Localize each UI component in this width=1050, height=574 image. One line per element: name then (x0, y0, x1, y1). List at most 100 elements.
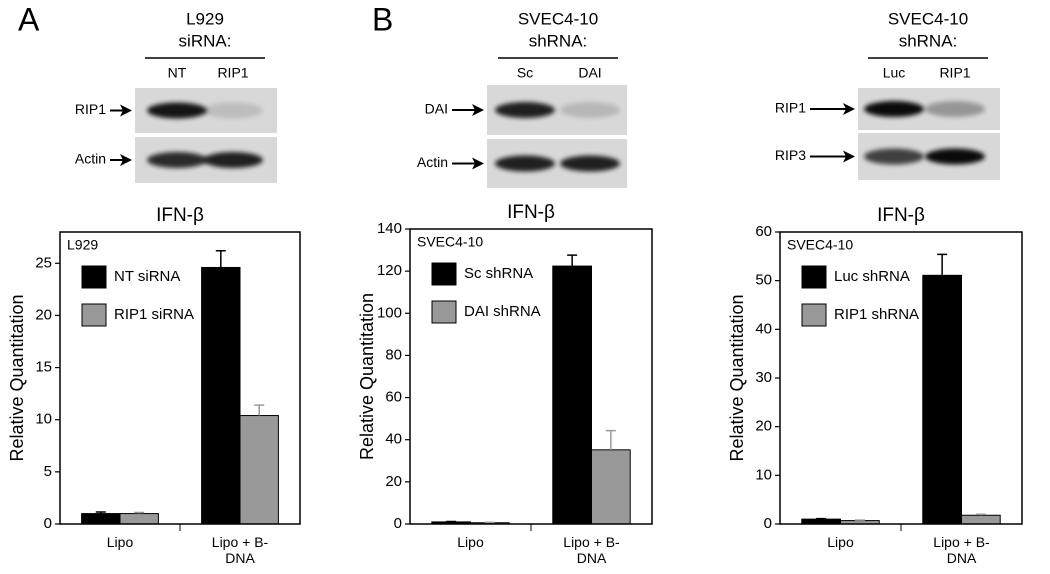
plot-frame (779, 231, 1023, 525)
blot-row-label: RIP1 (775, 100, 806, 116)
y-tick-label: 20 (35, 306, 52, 323)
blot-band (147, 152, 207, 168)
bar (119, 513, 159, 525)
x-tick-label: Lipo + B-DNA (211, 534, 269, 566)
plot-frame (59, 231, 301, 525)
legend-label: DAI shRNA (464, 303, 541, 320)
blot-header: L929 (186, 9, 224, 28)
legend-label: RIP1 siRNA (114, 306, 194, 323)
plot-frame (409, 228, 653, 525)
error-bar (215, 250, 226, 268)
panel-label: A (18, 1, 40, 37)
bar (81, 513, 121, 525)
y-tick-label: 25 (35, 254, 52, 271)
y-tick-label: 140 (377, 220, 402, 237)
blot-band (864, 101, 924, 117)
legend-swatch (431, 262, 457, 286)
blot-band (495, 102, 555, 118)
y-tick-label: 10 (755, 466, 772, 483)
blot-band (925, 101, 985, 117)
blot-band (560, 155, 620, 172)
legend-swatch (801, 265, 827, 289)
chart-title: IFN-β (156, 205, 204, 226)
bar (591, 449, 631, 525)
arrow-head (843, 103, 855, 115)
blot-row-label: DAI (425, 101, 448, 117)
bar (922, 274, 963, 525)
y-tick-label: 20 (755, 418, 772, 435)
lane-label: RIP1 (939, 65, 970, 81)
error-bar (937, 253, 948, 276)
arrow-head (120, 104, 132, 117)
legend-label: Luc shRNA (834, 268, 910, 285)
y-tick-label: 50 (755, 272, 772, 289)
blot-band (203, 102, 263, 119)
y-tick-label: 120 (377, 262, 402, 279)
lane-label: Sc (517, 65, 533, 81)
y-axis-label: Relative Quantitation (357, 293, 377, 460)
legend-swatch (431, 300, 457, 324)
blot-header: siRNA: (179, 31, 232, 50)
blot-row-label: RIP3 (775, 147, 806, 163)
blot-band (925, 148, 985, 165)
y-tick-label: 100 (377, 304, 402, 321)
chart-title: IFN-β (877, 205, 925, 226)
y-tick-label: 10 (35, 411, 52, 428)
error-bar (134, 511, 145, 514)
blot-row-label: Actin (75, 151, 106, 167)
arrow-head (120, 154, 132, 166)
bar (201, 266, 241, 525)
chart-title: IFN-β (507, 202, 555, 223)
y-tick-label: 30 (755, 369, 772, 386)
blot-header: shRNA: (529, 31, 588, 50)
y-axis-label: Relative Quantitation (7, 294, 27, 461)
legend-swatch (81, 303, 107, 327)
blot-row-label: RIP1 (75, 101, 106, 117)
inset-label: SVEC4-10 (787, 237, 853, 253)
lane-label: NT (168, 65, 187, 81)
bar (552, 265, 593, 525)
arrow-head (843, 150, 855, 163)
error-bar (605, 429, 616, 450)
error-bar (975, 513, 986, 516)
blot-header: SVEC4-10 (888, 9, 968, 28)
panel-label: B (372, 1, 393, 37)
blot-header: shRNA: (899, 31, 958, 50)
blot-band (864, 148, 924, 165)
legend-swatch (81, 265, 107, 289)
blot-band (203, 152, 263, 168)
y-tick-label: 0 (44, 515, 52, 532)
lane-label: Luc (883, 65, 906, 81)
y-tick-label: 15 (35, 359, 52, 376)
legend-swatch (801, 303, 827, 327)
lane-label: DAI (578, 65, 601, 81)
y-tick-label: 60 (755, 223, 772, 240)
blot-band (147, 102, 207, 119)
arrow-head (472, 104, 484, 116)
lane-label: RIP1 (217, 65, 248, 81)
y-tick-label: 40 (755, 320, 772, 337)
y-tick-label: 20 (385, 473, 402, 490)
legend-label: NT siRNA (114, 268, 180, 285)
y-tick-label: 0 (394, 515, 402, 532)
bar (961, 514, 1001, 525)
y-tick-label: 5 (44, 463, 52, 480)
x-tick-label: Lipo + B-DNA (933, 534, 990, 566)
x-tick-label: Lipo (457, 534, 484, 550)
blot-band (560, 102, 620, 118)
arrow-head (472, 157, 484, 170)
error-bar (567, 254, 578, 267)
bar (239, 415, 279, 525)
y-axis-label: Relative Quantitation (727, 294, 747, 461)
x-tick-label: Lipo (106, 534, 134, 550)
legend-label: Sc shRNA (464, 265, 533, 282)
error-bar (254, 404, 265, 416)
inset-label: SVEC4-10 (417, 234, 483, 250)
x-tick-label: Lipo + B-DNA (563, 534, 620, 566)
blot-row-label: Actin (417, 154, 448, 170)
blot-header: SVEC4-10 (518, 9, 598, 28)
x-tick-label: Lipo (827, 534, 854, 550)
error-bar (95, 511, 106, 514)
